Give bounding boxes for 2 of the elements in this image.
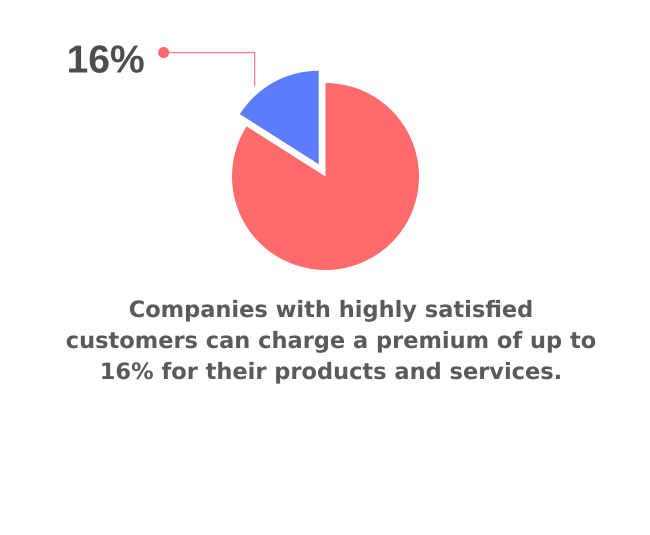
data-label: 16% (66, 38, 145, 82)
text: Companies with highly satisfied customers can charge a premium of up to 16% for their products and services. (64, 296, 598, 387)
